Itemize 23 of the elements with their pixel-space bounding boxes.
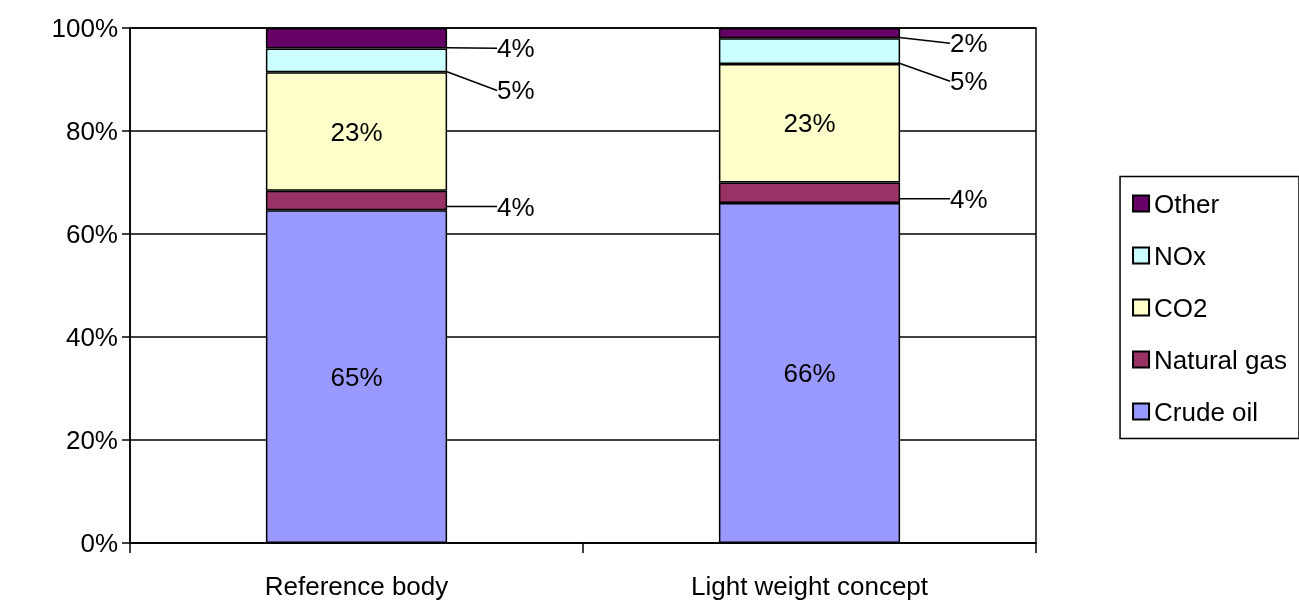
data-label: 5%	[497, 75, 535, 106]
data-label: 5%	[950, 66, 988, 97]
legend-label: CO2	[1154, 292, 1208, 323]
data-label: 4%	[950, 183, 988, 214]
data-label: 23%	[330, 116, 383, 147]
y-tick-label: 0%	[80, 528, 118, 558]
x-tick-label: Light weight concept	[690, 571, 929, 601]
data-label: 23%	[783, 108, 836, 139]
y-tick-label: 60%	[65, 219, 118, 249]
data-label: 4%	[497, 191, 535, 222]
data-label: 66%	[783, 358, 836, 389]
y-tick-label: 100%	[51, 13, 118, 43]
legend-label: Other	[1154, 188, 1220, 219]
y-tick-label: 80%	[65, 116, 118, 146]
data-label: 4%	[497, 33, 535, 64]
legend-label: Crude oil	[1154, 396, 1259, 427]
legend-label: Natural gas	[1154, 344, 1288, 375]
legend-label: NOx	[1154, 240, 1207, 271]
data-label: 65%	[330, 361, 383, 392]
y-tick-label: 20%	[65, 425, 118, 455]
data-label: 2%	[950, 28, 988, 59]
x-tick-label: Reference body	[264, 571, 449, 601]
y-tick-label: 40%	[65, 322, 118, 352]
